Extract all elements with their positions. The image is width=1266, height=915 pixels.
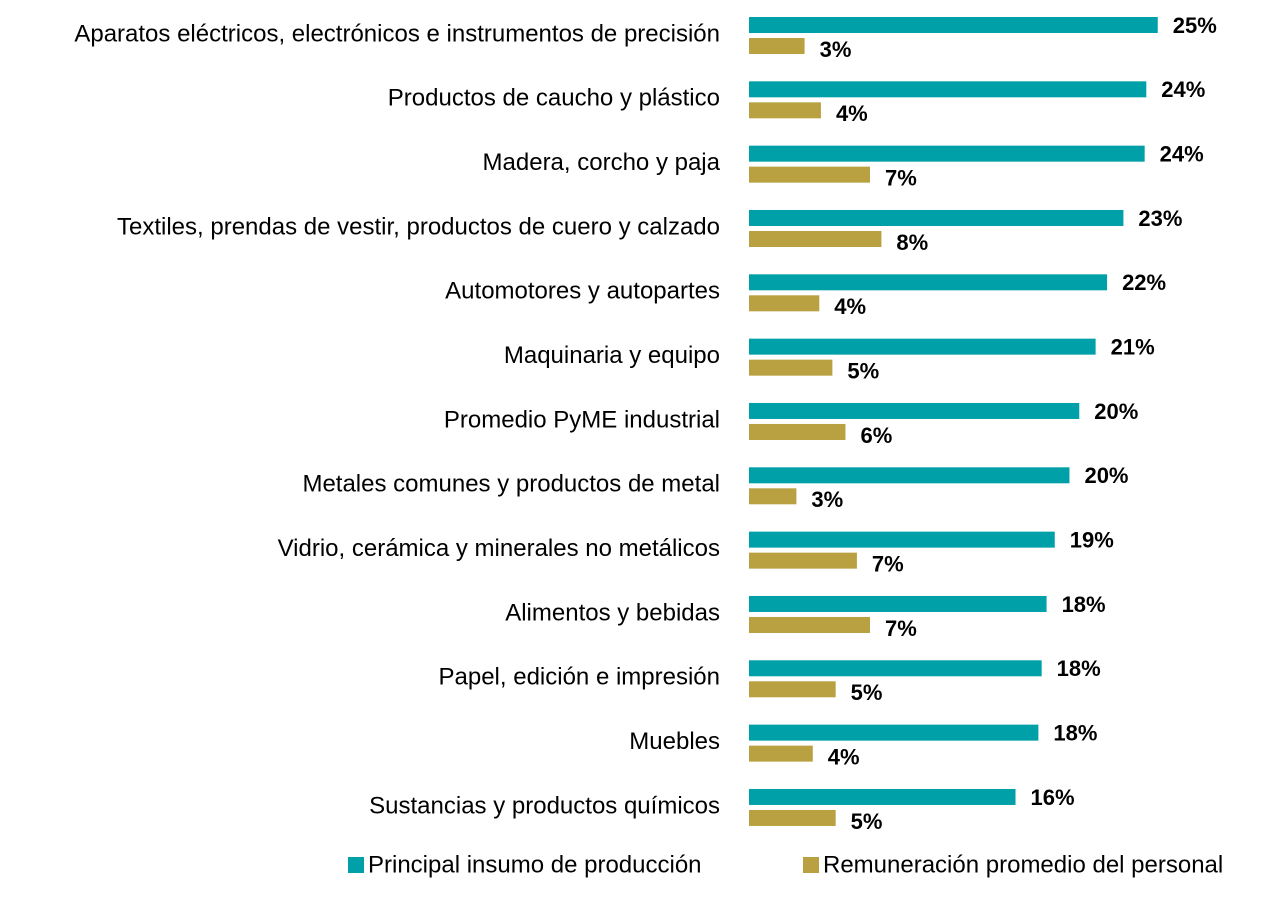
legend-swatch	[803, 857, 819, 873]
value-label: 16%	[1031, 785, 1075, 810]
bar	[749, 230, 882, 247]
category-label: Aparatos eléctricos, electrónicos e inst…	[74, 20, 720, 47]
bar	[749, 531, 1055, 548]
category-label: Madera, corcho y paja	[483, 149, 721, 176]
category-label: Vidrio, cerámica y minerales no metálico…	[278, 535, 720, 562]
category-label: Muebles	[629, 728, 720, 755]
bar	[749, 616, 870, 633]
bar	[749, 295, 820, 312]
value-label: 4%	[836, 101, 868, 126]
category-label: Papel, edición e impresión	[439, 664, 721, 691]
bar	[749, 274, 1108, 291]
category-label: Textiles, prendas de vestir, productos d…	[117, 213, 720, 240]
bar	[749, 209, 1124, 226]
category-label: Metales comunes y productos de metal	[302, 471, 720, 498]
value-label: 22%	[1122, 270, 1166, 295]
value-label: 6%	[860, 423, 892, 448]
value-label: 24%	[1161, 77, 1205, 102]
bar	[749, 724, 1039, 741]
bar	[749, 552, 857, 569]
bar	[749, 338, 1096, 355]
category-label: Sustancias y productos químicos	[369, 792, 720, 819]
category-label: Automotores y autopartes	[445, 278, 720, 305]
bar	[749, 595, 1047, 612]
value-label: 18%	[1057, 656, 1101, 681]
bar	[749, 488, 797, 505]
value-label: 5%	[847, 358, 879, 383]
value-label: 24%	[1160, 141, 1204, 166]
value-label: 7%	[885, 616, 917, 641]
bar	[749, 38, 805, 54]
value-label: 4%	[828, 744, 860, 769]
value-label: 3%	[820, 37, 852, 62]
bar	[749, 681, 836, 698]
value-label: 7%	[872, 551, 904, 576]
bar	[749, 145, 1145, 162]
value-label: 20%	[1084, 463, 1128, 488]
legend-swatch	[348, 857, 364, 873]
category-label: Maquinaria y equipo	[504, 342, 720, 369]
bar	[749, 102, 821, 119]
bar	[749, 467, 1070, 484]
bar	[749, 809, 836, 826]
bar	[749, 359, 833, 376]
value-label: 5%	[851, 809, 883, 834]
legend-label: Principal insumo de producción	[368, 851, 702, 878]
bar	[749, 81, 1147, 98]
bar	[749, 166, 870, 183]
value-label: 7%	[885, 165, 917, 190]
category-label: Productos de caucho y plástico	[388, 85, 720, 112]
legend-label: Remuneración promedio del personal	[823, 851, 1223, 878]
value-label: 18%	[1062, 592, 1106, 617]
bar	[749, 788, 1016, 805]
category-label: Alimentos y bebidas	[505, 599, 720, 626]
value-label: 5%	[851, 680, 883, 705]
value-label: 18%	[1053, 720, 1097, 745]
value-label: 25%	[1173, 13, 1217, 38]
value-label: 23%	[1138, 206, 1182, 231]
value-label: 21%	[1111, 334, 1155, 359]
bar	[749, 423, 846, 440]
value-label: 8%	[896, 230, 928, 255]
value-label: 4%	[834, 294, 866, 319]
value-label: 3%	[811, 487, 843, 512]
bar	[749, 660, 1042, 677]
value-label: 19%	[1070, 527, 1114, 552]
bar	[749, 402, 1080, 419]
bar	[749, 745, 813, 762]
bar	[749, 17, 1158, 33]
category-label: Promedio PyME industrial	[444, 406, 720, 433]
value-label: 20%	[1094, 399, 1138, 424]
